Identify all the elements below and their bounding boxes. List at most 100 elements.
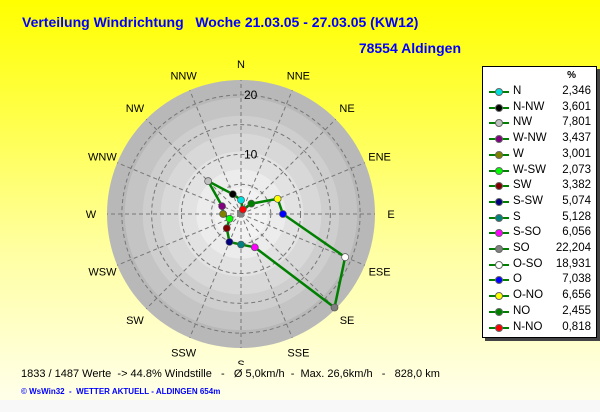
- legend-name: O: [513, 273, 522, 286]
- legend-entry: SW 3,382: [487, 179, 591, 193]
- legend-name: S: [513, 210, 521, 223]
- credit-line: © WsWin32 - WETTER AKTUELL - ALDINGEN 65…: [21, 387, 221, 396]
- legend-value: 3,601: [562, 100, 591, 113]
- legend-name: S-SW: [513, 194, 544, 207]
- bottom-strip: [0, 400, 600, 412]
- legend-entry: N-NW 3,601: [487, 101, 591, 115]
- legend-value: 7,038: [562, 273, 591, 286]
- data-point-NNW: [228, 190, 237, 199]
- data-point-NNE: [239, 205, 247, 214]
- legend-marker: [495, 276, 503, 285]
- direction-label-ENE: ENE: [368, 152, 391, 164]
- legend-value: 5,074: [562, 194, 591, 207]
- legend-marker: [495, 323, 503, 332]
- legend-name: N-NO: [513, 320, 543, 333]
- stats-line: 1833 / 1487 Werte -> 44.8% Windstille - …: [21, 368, 440, 380]
- legend-entry: O-SO 18,931: [487, 258, 591, 272]
- legend-marker: [495, 119, 503, 128]
- direction-label-NW: NW: [126, 103, 145, 115]
- data-point-WNW: [218, 202, 226, 211]
- legend-value: 3,437: [562, 132, 591, 145]
- legend-marker: [495, 292, 503, 301]
- legend-entry: N-NO 0,818: [487, 321, 591, 335]
- legend-value: 3,001: [562, 147, 591, 160]
- direction-label-SW: SW: [126, 315, 144, 327]
- data-point-NW: [204, 177, 212, 185]
- wind-rose-chart: N NNE NE ENE E ESE SE SSE S SSW SW WSW W WNW NW NNW 10 20: [86, 59, 395, 365]
- legend-marker: [495, 166, 503, 175]
- legend-entry: W-SW 2,073: [487, 164, 591, 178]
- data-point-ESE: [341, 253, 350, 261]
- direction-label-N: N: [237, 59, 245, 71]
- grid-spoke: [189, 213, 242, 338]
- legend-entry: O-NO 6,656: [487, 289, 591, 303]
- legend-entry: SO 22,204: [487, 242, 591, 256]
- legend-value: 18,931: [555, 257, 591, 270]
- legend-marker: [495, 182, 503, 191]
- legend-entry: W-NW 3,437: [487, 132, 591, 146]
- direction-label-WNW: WNW: [88, 152, 117, 164]
- legend-marker: [495, 88, 503, 96]
- legend-value: 7,801: [562, 116, 591, 129]
- direction-label-E: E: [387, 209, 394, 221]
- legend-marker: [495, 197, 503, 206]
- legend-name: W-SW: [513, 163, 547, 176]
- grid-spoke: [240, 213, 293, 338]
- data-point-E: [279, 210, 287, 218]
- legend-marker: [495, 150, 503, 159]
- legend-entry: O 7,038: [487, 273, 591, 287]
- legend-name: NW: [513, 116, 533, 129]
- legend-marker: [495, 245, 503, 253]
- legend-marker: [495, 229, 503, 238]
- legend-marker: [495, 135, 503, 144]
- grid-spoke: [145, 118, 242, 215]
- legend-value: 3,382: [562, 179, 591, 192]
- data-point-WSW: [225, 214, 234, 223]
- legend-value: 22,204: [555, 242, 591, 254]
- grid-spoke: [240, 213, 365, 266]
- legend-name: O-NO: [513, 289, 544, 302]
- data-point-ENE: [273, 194, 282, 203]
- direction-label-WSW: WSW: [88, 266, 117, 278]
- station-name: 78554 Aldingen: [358, 40, 461, 56]
- direction-label-W: W: [86, 209, 97, 221]
- chart-title: Verteilung Windrichtung Woche 21.03.05 -…: [22, 14, 419, 30]
- direction-label-NNE: NNE: [287, 70, 310, 82]
- legend-value: 2,455: [562, 304, 591, 317]
- legend-value: 2,073: [562, 163, 591, 176]
- legend-name: S-SO: [513, 226, 542, 239]
- legend-value: 2,346: [562, 85, 591, 97]
- legend: % N 2,346 N-NW 3,601 NW 7,801 W-NW 3,437 W 3,001 W…: [482, 66, 597, 338]
- radial-tick-label: 20: [244, 88, 258, 102]
- grid-spoke: [240, 213, 337, 310]
- direction-label-NNW: NNW: [170, 70, 197, 82]
- grid-spoke: [240, 90, 293, 215]
- data-point-SW: [222, 224, 231, 233]
- grid-spoke: [240, 118, 337, 215]
- center-marker: [237, 210, 244, 217]
- grid-spoke: [240, 162, 365, 215]
- legend-entry: N 2,346: [487, 85, 591, 99]
- data-point-N: [237, 196, 245, 204]
- legend-name: N-NW: [513, 100, 545, 113]
- grid-spoke: [117, 213, 242, 266]
- legend-value: 6,656: [562, 289, 591, 302]
- data-point-SE: [330, 303, 339, 312]
- legend-name: O-SO: [513, 257, 543, 270]
- legend-name: SW: [513, 179, 532, 192]
- grid-circle: [151, 124, 331, 304]
- data-point-SSW: [225, 238, 234, 246]
- legend-marker: [495, 103, 503, 112]
- legend-name: N: [513, 85, 522, 97]
- legend-entry: W 3,001: [487, 148, 591, 162]
- radial-tick-label: 10: [244, 147, 258, 161]
- legend-entry: S-SO 6,056: [487, 226, 591, 240]
- legend-name: W-NW: [513, 132, 547, 145]
- legend-value: 5,128: [562, 210, 591, 223]
- legend-marker: [495, 307, 503, 316]
- legend-entry: NO 2,455: [487, 305, 591, 319]
- data-point-NE: [247, 199, 256, 208]
- legend-entry: S-SW 5,074: [487, 195, 591, 209]
- legend-value: 6,056: [562, 226, 591, 239]
- direction-label-NE: NE: [339, 103, 354, 115]
